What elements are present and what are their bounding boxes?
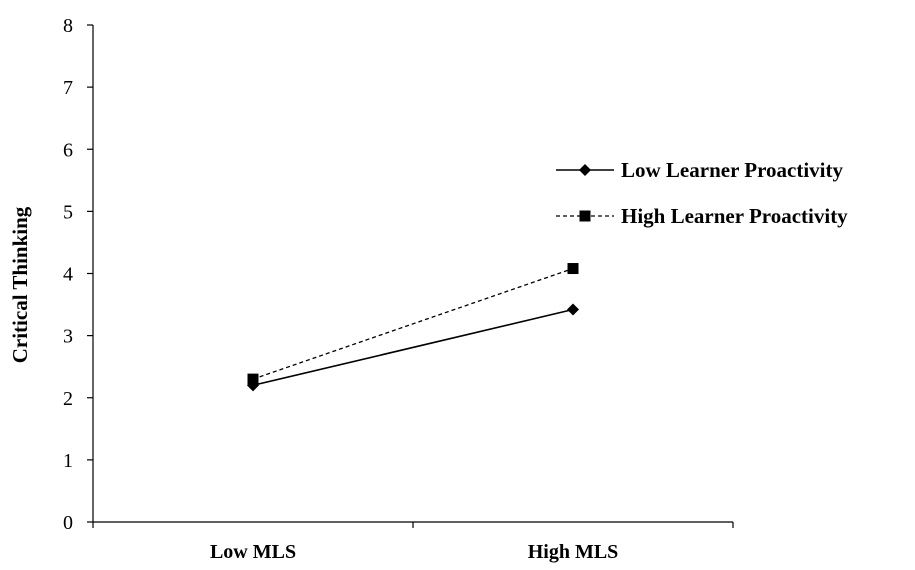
y-tick-label: 8 [63,15,73,37]
y-tick-label: 5 [63,201,73,223]
y-tick-label: 0 [63,512,73,534]
data-point [567,263,579,275]
x-category-label: High MLS [528,541,619,563]
y-axis-ticks: 0 1 2 3 4 5 6 7 8 [63,15,93,534]
series-group [247,303,579,392]
x-category-label: Low MLS [210,541,296,563]
legend-item: Low Learner Proactivity [556,158,844,182]
legend-label: Low Learner Proactivity [621,158,844,182]
y-tick-label: 6 [63,139,73,161]
series-group [247,263,579,385]
series-layer [247,263,579,392]
series-line [252,267,574,380]
data-point [247,373,259,385]
series-line [252,308,574,387]
y-tick-label: 3 [63,326,73,348]
legend-label: High Learner Proactivity [621,204,848,228]
y-axis-title: Critical Thinking [8,206,32,363]
y-tick-label: 2 [63,388,73,410]
legend-item: High Learner Proactivity [556,204,848,228]
legend-marker [579,164,591,176]
x-axis-ticks: Low MLS High MLS [92,522,734,563]
data-point [567,303,579,316]
y-tick-label: 4 [63,264,73,286]
y-tick-label: 1 [63,450,73,472]
y-tick-label: 7 [63,77,73,99]
legend-marker [579,210,591,222]
legend: Low Learner Proactivity High Learner Proa… [556,158,848,228]
